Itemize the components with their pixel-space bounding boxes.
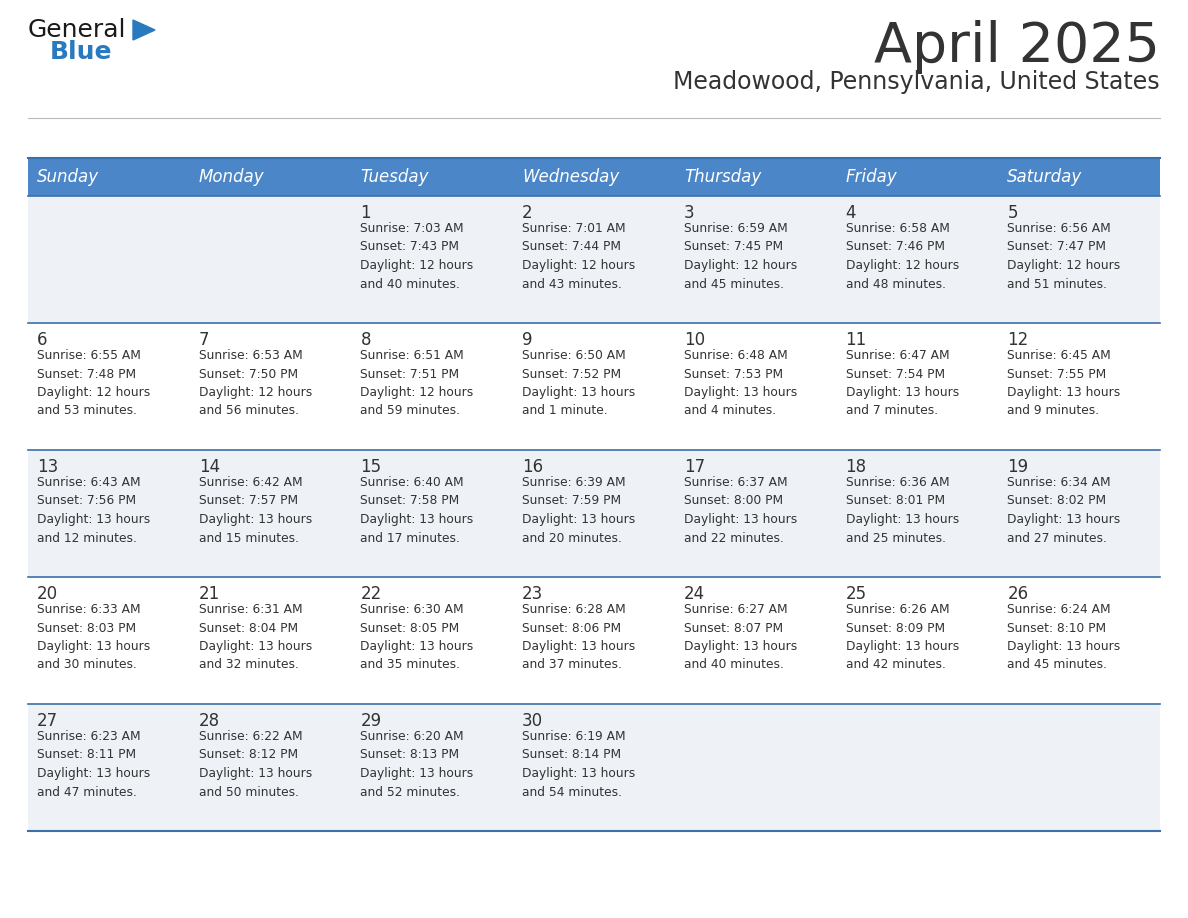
Text: Thursday: Thursday xyxy=(684,168,762,186)
Text: Sunrise: 6:27 AM
Sunset: 8:07 PM
Daylight: 13 hours
and 40 minutes.: Sunrise: 6:27 AM Sunset: 8:07 PM Dayligh… xyxy=(684,603,797,671)
Text: Sunrise: 6:48 AM
Sunset: 7:53 PM
Daylight: 13 hours
and 4 minutes.: Sunrise: 6:48 AM Sunset: 7:53 PM Dayligh… xyxy=(684,349,797,418)
Text: Sunrise: 6:34 AM
Sunset: 8:02 PM
Daylight: 13 hours
and 27 minutes.: Sunrise: 6:34 AM Sunset: 8:02 PM Dayligh… xyxy=(1007,476,1120,544)
Text: 3: 3 xyxy=(684,204,695,222)
Text: 22: 22 xyxy=(360,585,381,603)
Bar xyxy=(29,577,1159,704)
Text: Sunrise: 6:39 AM
Sunset: 7:59 PM
Daylight: 13 hours
and 20 minutes.: Sunrise: 6:39 AM Sunset: 7:59 PM Dayligh… xyxy=(523,476,636,544)
Text: Sunrise: 6:28 AM
Sunset: 8:06 PM
Daylight: 13 hours
and 37 minutes.: Sunrise: 6:28 AM Sunset: 8:06 PM Dayligh… xyxy=(523,603,636,671)
Text: 6: 6 xyxy=(37,331,48,349)
Text: Sunrise: 6:56 AM
Sunset: 7:47 PM
Daylight: 12 hours
and 51 minutes.: Sunrise: 6:56 AM Sunset: 7:47 PM Dayligh… xyxy=(1007,222,1120,290)
Text: 5: 5 xyxy=(1007,204,1018,222)
Text: 13: 13 xyxy=(37,458,58,476)
Bar xyxy=(836,158,998,196)
Text: 23: 23 xyxy=(523,585,543,603)
Text: Sunrise: 7:01 AM
Sunset: 7:44 PM
Daylight: 12 hours
and 43 minutes.: Sunrise: 7:01 AM Sunset: 7:44 PM Dayligh… xyxy=(523,222,636,290)
Text: 18: 18 xyxy=(846,458,867,476)
Text: Tuesday: Tuesday xyxy=(360,168,429,186)
Text: Sunrise: 6:43 AM
Sunset: 7:56 PM
Daylight: 13 hours
and 12 minutes.: Sunrise: 6:43 AM Sunset: 7:56 PM Dayligh… xyxy=(37,476,150,544)
Text: 16: 16 xyxy=(523,458,543,476)
Bar xyxy=(29,196,1159,323)
Text: 20: 20 xyxy=(37,585,58,603)
Text: 12: 12 xyxy=(1007,331,1029,349)
Bar xyxy=(513,158,675,196)
Text: 4: 4 xyxy=(846,204,857,222)
Text: Sunrise: 6:59 AM
Sunset: 7:45 PM
Daylight: 12 hours
and 45 minutes.: Sunrise: 6:59 AM Sunset: 7:45 PM Dayligh… xyxy=(684,222,797,290)
Text: 19: 19 xyxy=(1007,458,1029,476)
Text: Sunrise: 6:22 AM
Sunset: 8:12 PM
Daylight: 13 hours
and 50 minutes.: Sunrise: 6:22 AM Sunset: 8:12 PM Dayligh… xyxy=(198,730,312,799)
Text: 29: 29 xyxy=(360,712,381,730)
Text: 1: 1 xyxy=(360,204,371,222)
Text: Sunrise: 7:03 AM
Sunset: 7:43 PM
Daylight: 12 hours
and 40 minutes.: Sunrise: 7:03 AM Sunset: 7:43 PM Dayligh… xyxy=(360,222,474,290)
Text: Sunrise: 6:47 AM
Sunset: 7:54 PM
Daylight: 13 hours
and 7 minutes.: Sunrise: 6:47 AM Sunset: 7:54 PM Dayligh… xyxy=(846,349,959,418)
Text: Sunrise: 6:24 AM
Sunset: 8:10 PM
Daylight: 13 hours
and 45 minutes.: Sunrise: 6:24 AM Sunset: 8:10 PM Dayligh… xyxy=(1007,603,1120,671)
Text: 2: 2 xyxy=(523,204,532,222)
Text: Sunrise: 6:55 AM
Sunset: 7:48 PM
Daylight: 12 hours
and 53 minutes.: Sunrise: 6:55 AM Sunset: 7:48 PM Dayligh… xyxy=(37,349,150,418)
Text: 15: 15 xyxy=(360,458,381,476)
Text: Sunrise: 6:19 AM
Sunset: 8:14 PM
Daylight: 13 hours
and 54 minutes.: Sunrise: 6:19 AM Sunset: 8:14 PM Dayligh… xyxy=(523,730,636,799)
Bar xyxy=(190,158,352,196)
Text: 21: 21 xyxy=(198,585,220,603)
Text: Blue: Blue xyxy=(50,40,113,64)
Bar xyxy=(675,158,836,196)
Text: Meadowood, Pennsylvania, United States: Meadowood, Pennsylvania, United States xyxy=(674,70,1159,94)
Bar xyxy=(29,704,1159,831)
Text: 25: 25 xyxy=(846,585,867,603)
Text: Sunrise: 6:31 AM
Sunset: 8:04 PM
Daylight: 13 hours
and 32 minutes.: Sunrise: 6:31 AM Sunset: 8:04 PM Dayligh… xyxy=(198,603,312,671)
Text: Sunrise: 6:20 AM
Sunset: 8:13 PM
Daylight: 13 hours
and 52 minutes.: Sunrise: 6:20 AM Sunset: 8:13 PM Dayligh… xyxy=(360,730,474,799)
Text: 24: 24 xyxy=(684,585,704,603)
Text: 10: 10 xyxy=(684,331,704,349)
Bar xyxy=(29,158,190,196)
Text: 7: 7 xyxy=(198,331,209,349)
Text: 27: 27 xyxy=(37,712,58,730)
Bar xyxy=(352,158,513,196)
Text: Sunrise: 6:33 AM
Sunset: 8:03 PM
Daylight: 13 hours
and 30 minutes.: Sunrise: 6:33 AM Sunset: 8:03 PM Dayligh… xyxy=(37,603,150,671)
Text: Sunrise: 6:51 AM
Sunset: 7:51 PM
Daylight: 12 hours
and 59 minutes.: Sunrise: 6:51 AM Sunset: 7:51 PM Dayligh… xyxy=(360,349,474,418)
Bar xyxy=(29,323,1159,450)
Text: 17: 17 xyxy=(684,458,704,476)
Text: Sunrise: 6:50 AM
Sunset: 7:52 PM
Daylight: 13 hours
and 1 minute.: Sunrise: 6:50 AM Sunset: 7:52 PM Dayligh… xyxy=(523,349,636,418)
Bar xyxy=(29,450,1159,577)
Text: Wednesday: Wednesday xyxy=(523,168,619,186)
Text: April 2025: April 2025 xyxy=(874,20,1159,74)
Bar xyxy=(998,158,1159,196)
Text: Sunrise: 6:42 AM
Sunset: 7:57 PM
Daylight: 13 hours
and 15 minutes.: Sunrise: 6:42 AM Sunset: 7:57 PM Dayligh… xyxy=(198,476,312,544)
Text: Sunrise: 6:23 AM
Sunset: 8:11 PM
Daylight: 13 hours
and 47 minutes.: Sunrise: 6:23 AM Sunset: 8:11 PM Dayligh… xyxy=(37,730,150,799)
Text: 8: 8 xyxy=(360,331,371,349)
Text: Monday: Monday xyxy=(198,168,265,186)
Polygon shape xyxy=(133,20,154,40)
Text: Sunrise: 6:30 AM
Sunset: 8:05 PM
Daylight: 13 hours
and 35 minutes.: Sunrise: 6:30 AM Sunset: 8:05 PM Dayligh… xyxy=(360,603,474,671)
Text: 30: 30 xyxy=(523,712,543,730)
Text: 14: 14 xyxy=(198,458,220,476)
Text: Sunrise: 6:37 AM
Sunset: 8:00 PM
Daylight: 13 hours
and 22 minutes.: Sunrise: 6:37 AM Sunset: 8:00 PM Dayligh… xyxy=(684,476,797,544)
Text: 9: 9 xyxy=(523,331,532,349)
Text: Sunrise: 6:36 AM
Sunset: 8:01 PM
Daylight: 13 hours
and 25 minutes.: Sunrise: 6:36 AM Sunset: 8:01 PM Dayligh… xyxy=(846,476,959,544)
Text: 26: 26 xyxy=(1007,585,1029,603)
Text: 28: 28 xyxy=(198,712,220,730)
Text: Sunday: Sunday xyxy=(37,168,99,186)
Text: Sunrise: 6:53 AM
Sunset: 7:50 PM
Daylight: 12 hours
and 56 minutes.: Sunrise: 6:53 AM Sunset: 7:50 PM Dayligh… xyxy=(198,349,312,418)
Text: Sunrise: 6:58 AM
Sunset: 7:46 PM
Daylight: 12 hours
and 48 minutes.: Sunrise: 6:58 AM Sunset: 7:46 PM Dayligh… xyxy=(846,222,959,290)
Text: Sunrise: 6:40 AM
Sunset: 7:58 PM
Daylight: 13 hours
and 17 minutes.: Sunrise: 6:40 AM Sunset: 7:58 PM Dayligh… xyxy=(360,476,474,544)
Text: 11: 11 xyxy=(846,331,867,349)
Text: General: General xyxy=(29,18,126,42)
Text: Friday: Friday xyxy=(846,168,897,186)
Text: Sunrise: 6:45 AM
Sunset: 7:55 PM
Daylight: 13 hours
and 9 minutes.: Sunrise: 6:45 AM Sunset: 7:55 PM Dayligh… xyxy=(1007,349,1120,418)
Text: Sunrise: 6:26 AM
Sunset: 8:09 PM
Daylight: 13 hours
and 42 minutes.: Sunrise: 6:26 AM Sunset: 8:09 PM Dayligh… xyxy=(846,603,959,671)
Text: Saturday: Saturday xyxy=(1007,168,1082,186)
